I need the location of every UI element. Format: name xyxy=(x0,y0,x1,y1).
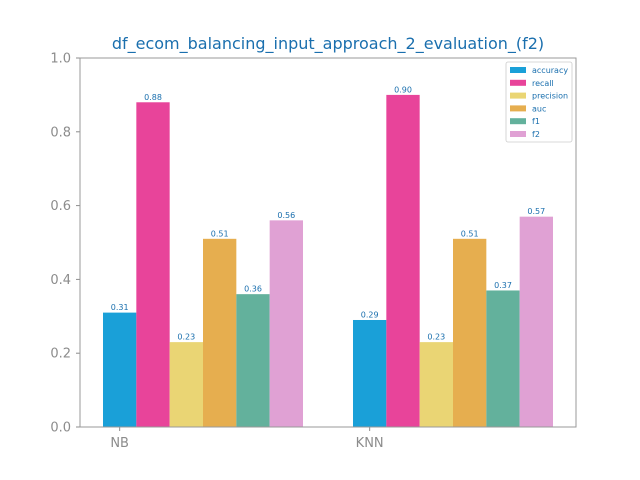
legend-swatch-recall xyxy=(510,79,526,86)
bar-recall-nb xyxy=(136,102,170,427)
legend: accuracy recall precision auc f1 f2 xyxy=(505,61,573,143)
bar-value-label: 0.31 xyxy=(111,303,129,312)
y-tick-label: 0.4 xyxy=(50,273,71,288)
bar-recall-knn xyxy=(386,94,420,428)
legend-label-recall: recall xyxy=(532,79,554,88)
legend-swatch-precision xyxy=(510,92,526,99)
bar-value-label: 0.29 xyxy=(361,310,379,319)
bar-value-label: 0.90 xyxy=(394,85,412,94)
bar-f2-nb xyxy=(269,220,303,427)
bar-accuracy-knn xyxy=(353,319,387,427)
bar-f2-knn xyxy=(519,216,553,427)
plot-frame xyxy=(79,57,577,428)
bar-value-label: 0.51 xyxy=(461,229,479,238)
bar-auc-nb xyxy=(203,238,237,427)
bar-value-label: 0.88 xyxy=(144,93,162,102)
bar-f1-knn xyxy=(486,290,520,427)
x-tick-label: NB xyxy=(110,436,129,451)
bar-value-label: 0.23 xyxy=(427,333,445,342)
bar-f1-nb xyxy=(236,294,270,427)
bar-value-label: 0.23 xyxy=(177,333,195,342)
legend-swatch-accuracy xyxy=(510,67,526,73)
chart-title: df_ecom_balancing_input_approach_2_evalu… xyxy=(112,34,544,54)
x-tick-label: KNN xyxy=(356,436,384,451)
legend-label-auc: auc xyxy=(532,104,546,113)
legend-swatch-f2 xyxy=(510,131,526,137)
legend-label-accuracy: accuracy xyxy=(532,66,568,75)
plot-area: 0.31 0.88 0.23 0.51 0.36 0.56 NB 0.29 0.90 0.23 0.… xyxy=(50,52,577,451)
y-tick-label: 0.6 xyxy=(50,199,71,214)
legend-swatch-auc xyxy=(510,105,526,112)
bar-precision-nb xyxy=(169,342,203,427)
legend-label-f2: f2 xyxy=(532,130,540,139)
bar-accuracy-nb xyxy=(103,312,137,427)
legend-swatch-f1 xyxy=(510,118,526,125)
bar-value-label: 0.56 xyxy=(277,211,295,220)
bar-auc-knn xyxy=(453,238,487,427)
bar-value-label: 0.57 xyxy=(527,207,545,216)
bar-value-label: 0.36 xyxy=(244,285,262,294)
y-tick-label: 1.0 xyxy=(50,52,71,67)
legend-label-precision: precision xyxy=(532,92,568,101)
bar-value-label: 0.51 xyxy=(211,229,229,238)
bar-precision-knn xyxy=(419,342,453,427)
y-tick-label: 0.8 xyxy=(50,125,71,140)
bar-value-label: 0.37 xyxy=(494,281,512,290)
y-tick-label: 0.2 xyxy=(50,347,71,362)
y-tick-label: 0.0 xyxy=(50,421,71,436)
legend-label-f1: f1 xyxy=(532,117,540,126)
